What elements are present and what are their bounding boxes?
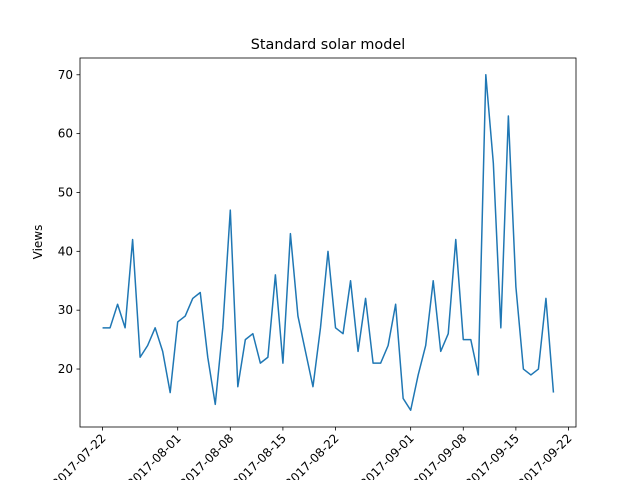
y-tick-label: 60	[58, 127, 73, 141]
y-tick-label: 20	[58, 362, 73, 376]
y-tick-label: 40	[58, 244, 73, 258]
y-tick-label: 30	[58, 303, 73, 317]
line	[102, 74, 555, 411]
y-tick-label: 50	[58, 185, 73, 199]
y-axis-label: Views	[31, 225, 45, 260]
y-tick-label: 70	[58, 68, 73, 82]
plot-frame	[79, 57, 577, 428]
chart-title: Standard solar model	[251, 37, 405, 53]
